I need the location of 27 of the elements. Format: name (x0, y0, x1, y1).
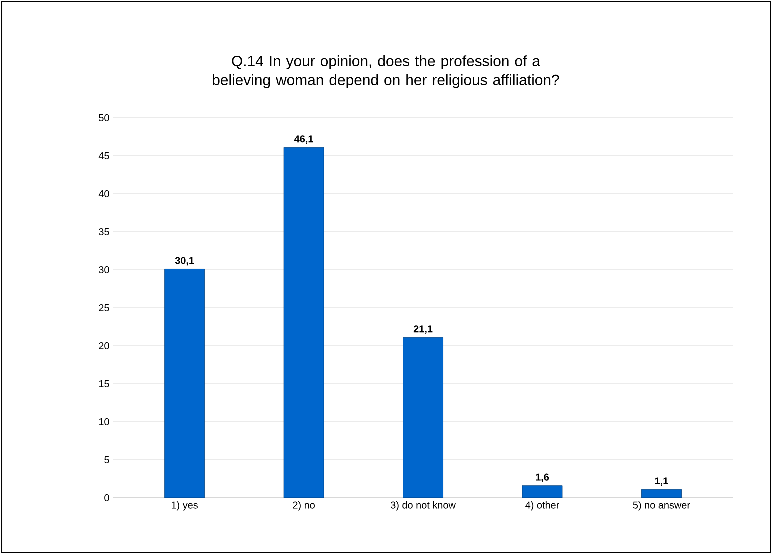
y-tick-label: 50 (99, 114, 110, 122)
data-label: 1,1 (655, 478, 668, 486)
y-tick-label: 10 (99, 418, 110, 426)
chart-title: Q.14 In your opinion, does the profession of a believing woman depend on her religious affiliation? (213, 56, 560, 88)
y-tick-label: 30 (99, 266, 110, 274)
bar (164, 269, 206, 498)
bar (403, 337, 444, 498)
x-tick-label: 4) other (526, 502, 560, 511)
data-label: 30,1 (175, 257, 194, 266)
data-label: 46,1 (294, 136, 314, 144)
x-tick-label: 3) do not know (390, 502, 456, 511)
y-tick-label: 0 (104, 494, 110, 502)
y-tick-label: 25 (99, 304, 110, 312)
data-label: 1,6 (536, 474, 550, 482)
y-tick-label: 40 (98, 190, 110, 198)
y-tick-label: 45 (98, 152, 110, 160)
x-tick-label: 1) yes (172, 502, 198, 511)
bar (522, 486, 563, 498)
x-tick-label: 5) no answer (633, 502, 690, 511)
data-label: 21,1 (414, 326, 433, 334)
y-tick-label: 35 (99, 228, 110, 236)
bar (284, 147, 324, 498)
y-tick-label: 15 (99, 380, 110, 388)
y-tick-label: 20 (99, 342, 110, 350)
x-tick-label: 2) no (293, 502, 315, 511)
bar (642, 489, 682, 498)
y-tick-label: 5 (104, 456, 110, 464)
